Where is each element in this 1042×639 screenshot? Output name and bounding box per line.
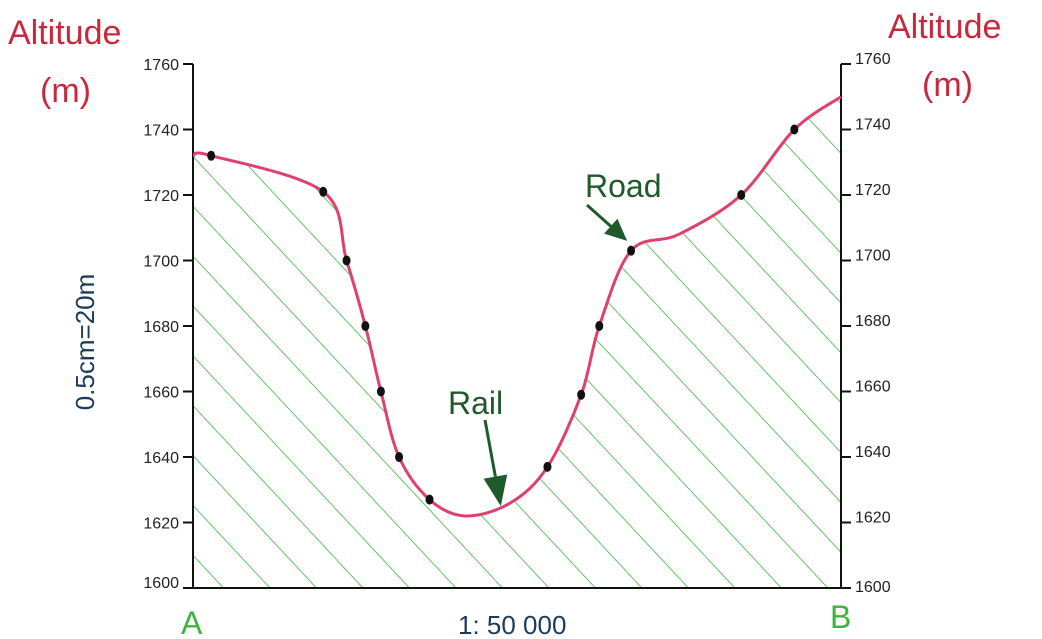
- start-point-label: A: [181, 605, 203, 639]
- right-tick-label: 1760: [855, 51, 891, 68]
- road-label: Road: [585, 168, 662, 204]
- survey-point: [790, 124, 799, 135]
- right-tick-label: 1600: [855, 579, 891, 596]
- survey-point: [207, 150, 216, 161]
- left-tick-label: 1620: [143, 516, 179, 533]
- left-tick-label: 1740: [143, 123, 179, 140]
- left-tick-label: 1760: [143, 57, 179, 74]
- left-tick-label: 1700: [143, 254, 179, 271]
- left-tick-label: 1640: [143, 450, 179, 467]
- survey-point: [342, 255, 351, 266]
- survey-point: [595, 321, 604, 332]
- right-tick-label: 1660: [855, 379, 891, 396]
- right-tick-label: 1640: [855, 444, 891, 461]
- right-axis-title-line2: (m): [922, 66, 973, 104]
- axis-ticks: 1600 1600 1620 1620 1640 1640 1660 1660 1680 1680…: [143, 51, 890, 596]
- right-tick-label: 1740: [855, 117, 891, 134]
- arrow-head: [483, 474, 508, 507]
- arrow-shaft: [483, 419, 497, 477]
- vertical-scale-label: 0.5cm=20m: [70, 274, 100, 411]
- left-tick-label: 1680: [143, 319, 179, 336]
- survey-point: [627, 245, 636, 256]
- survey-point: [395, 452, 404, 463]
- end-point-label: B: [830, 599, 851, 635]
- survey-point: [737, 190, 746, 201]
- rail-arrow: [483, 419, 508, 507]
- ground-hatch-fill: [193, 96, 841, 588]
- survey-point: [425, 494, 434, 505]
- left-tick-label: 1720: [143, 188, 179, 205]
- right-tick-label: 1720: [855, 182, 891, 199]
- left-tick-label: 1600: [143, 575, 179, 592]
- right-tick-label: 1680: [855, 313, 891, 330]
- right-axis-title-line1: Altitude: [888, 8, 1001, 46]
- road-arrow: [586, 203, 628, 241]
- right-tick-label: 1700: [855, 248, 891, 265]
- right-tick-label: 1620: [855, 510, 891, 527]
- survey-point: [319, 186, 328, 197]
- survey-point: [376, 386, 385, 397]
- profile-line: [192, 95, 842, 518]
- left-tick-label: 1660: [143, 385, 179, 402]
- survey-points: [207, 124, 799, 505]
- left-axis-title-line1: Altitude: [8, 14, 121, 52]
- arrow-head: [604, 218, 628, 241]
- survey-point: [543, 461, 552, 472]
- survey-point: [577, 389, 586, 400]
- arrow-shaft: [586, 203, 612, 228]
- horizontal-scale-label: 1: 50 000: [458, 610, 566, 639]
- survey-point: [361, 320, 370, 331]
- left-axis-title-line2: (m): [40, 72, 91, 110]
- rail-label: Rail: [448, 385, 503, 421]
